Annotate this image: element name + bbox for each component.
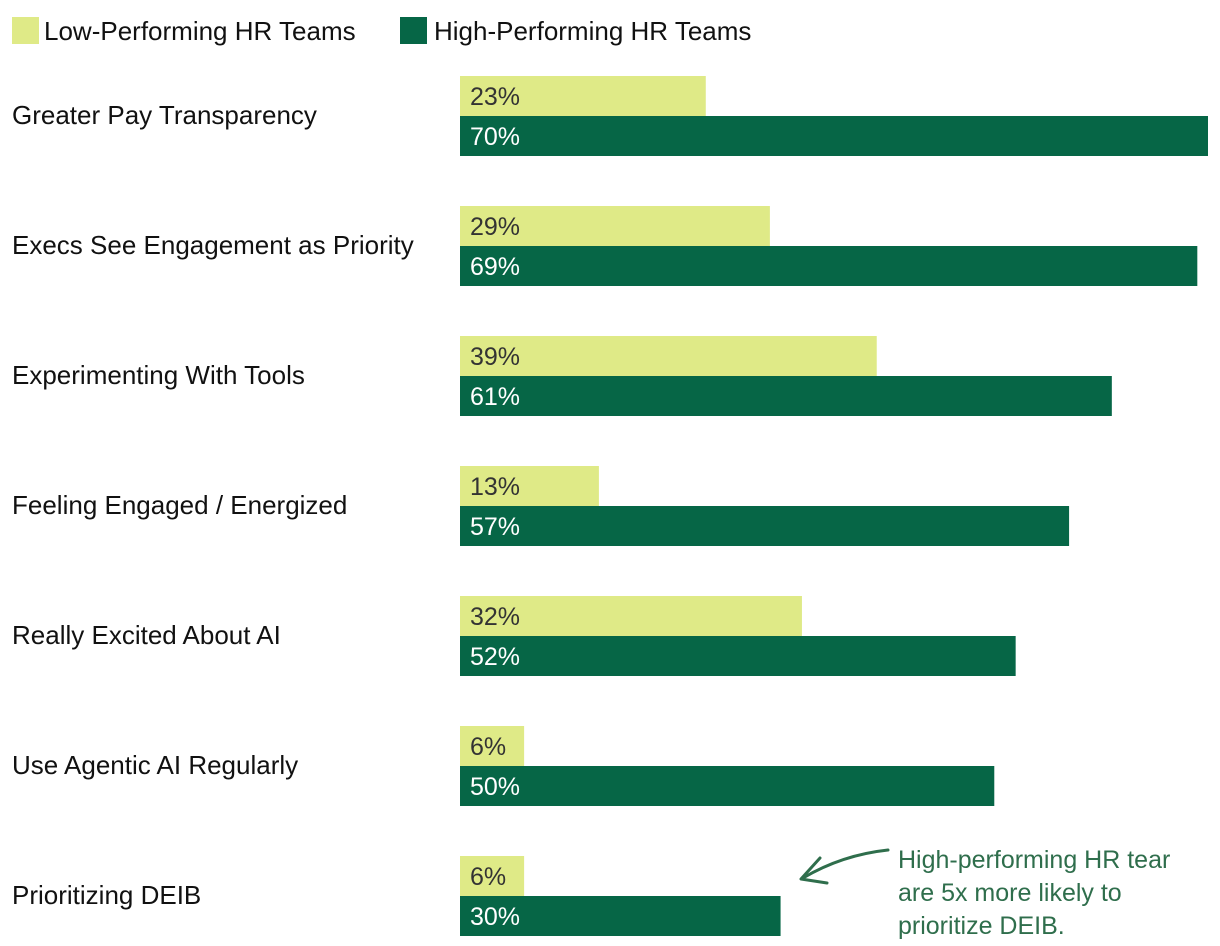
bars: 23% 70% 29% 69% 39% 61% 13% 57% 32% 52% 6% 50% 6% 30% [460, 76, 1208, 936]
bar-low [460, 336, 877, 376]
legend-label-low: Low-Performing HR Teams [44, 16, 356, 46]
bar-value-label-high: 50% [470, 773, 520, 801]
bar-value-label-low: 6% [470, 733, 506, 761]
bar-value-label-high: 69% [470, 253, 520, 281]
legend-label-high: High-Performing HR Teams [434, 16, 751, 46]
category-label: Greater Pay Transparency [12, 100, 317, 130]
bar-high [460, 766, 995, 806]
bar-low [460, 596, 802, 636]
annotation-text-line: prioritize DEIB. [898, 912, 1065, 940]
bar-high [460, 506, 1070, 546]
bar-value-label-high: 61% [470, 383, 520, 411]
annotation-arrow-head [799, 856, 829, 885]
bar-value-label-high: 30% [470, 903, 520, 931]
bar-low [460, 76, 706, 116]
annotation: High-performing HR tear are 5x more likel… [799, 846, 1170, 940]
bar-low [460, 856, 525, 896]
bar-value-label-high: 57% [470, 513, 520, 541]
legend-swatch-low [12, 17, 39, 44]
bar-high [460, 376, 1112, 416]
bar-value-label-low: 23% [470, 83, 520, 111]
category-label: Experimenting With Tools [12, 360, 305, 390]
bar-value-label-high: 52% [470, 643, 520, 671]
bar-value-label-high: 70% [470, 123, 520, 151]
legend: Low-Performing HR Teams High-Performing H… [12, 16, 751, 46]
bar-low [460, 726, 525, 766]
category-label: Feeling Engaged / Energized [12, 490, 347, 520]
bar-low [460, 206, 770, 246]
annotation-arrow-line [801, 848, 890, 880]
bar-value-label-low: 32% [470, 603, 520, 631]
category-label: Use Agentic AI Regularly [12, 750, 298, 780]
bar-value-label-low: 29% [470, 213, 520, 241]
category-label: Really Excited About AI [12, 620, 281, 650]
bar-high [460, 246, 1198, 286]
bar-low [460, 466, 599, 506]
category-labels: Greater Pay Transparency Execs See Engage… [12, 100, 414, 910]
bar-high [460, 896, 781, 936]
annotation-text-line: are 5x more likely to [898, 879, 1122, 907]
bar-high [460, 116, 1208, 156]
annotation-text-line: High-performing HR tear [898, 846, 1170, 874]
bar-value-label-low: 13% [470, 473, 520, 501]
category-label: Execs See Engagement as Priority [12, 230, 414, 260]
bar-high [460, 636, 1016, 676]
legend-swatch-high [400, 17, 427, 44]
bar-value-label-low: 6% [470, 863, 506, 891]
bar-value-label-low: 39% [470, 343, 520, 371]
category-label: Prioritizing DEIB [12, 880, 201, 910]
